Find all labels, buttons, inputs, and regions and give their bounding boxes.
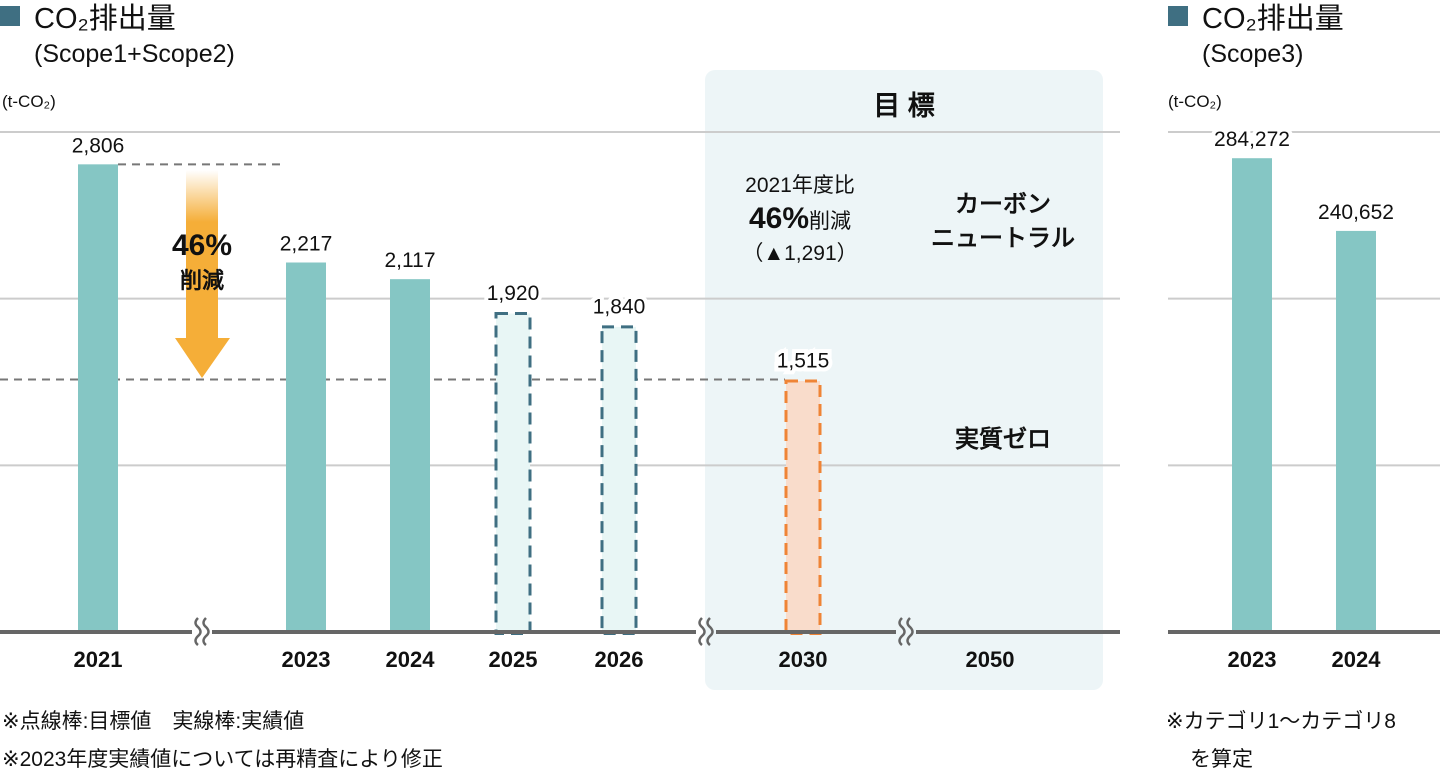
goal-diff: （▲1,291） [742, 242, 857, 265]
legend-square-scope3 [1168, 6, 1188, 26]
axis-break-icon [698, 617, 706, 646]
unit-scope3: (t-CO₂) [1168, 92, 1222, 111]
net-zero-label: 実質ゼロ [955, 425, 1051, 453]
tick-label-2024: 2024 [386, 647, 436, 672]
target-header: 目 標 [873, 91, 935, 121]
axis-break-icon [706, 617, 714, 646]
target-region-box [705, 70, 1103, 690]
tick-label-2025: 2025 [489, 647, 538, 672]
bar-2024 [390, 279, 430, 632]
bar-scope3-2023 [1232, 158, 1272, 633]
bar-2026 [600, 325, 638, 635]
tick-label-2030: 2030 [779, 647, 828, 672]
tick-label-2023: 2023 [282, 647, 331, 672]
value-label-2021: 2,806 [72, 134, 125, 157]
note-scope3-2: を算定 [1190, 748, 1253, 771]
note-1: ※点線棒:目標値 実線棒:実績値 [2, 710, 304, 733]
bar-scope3-2024 [1336, 230, 1376, 632]
axis-break-icon [898, 617, 906, 646]
bar-2023 [286, 262, 326, 632]
note-2: ※2023年度実績値については再精査により修正 [2, 748, 443, 771]
note-scope3-1: ※カテゴリ1～カテゴリ8 [1166, 710, 1396, 733]
subtitle-scope3: (Scope3) [1202, 40, 1303, 68]
unit-scope12: (t-CO₂) [2, 92, 56, 111]
axis-break-icon [906, 617, 914, 646]
axis-break-icon [202, 617, 210, 646]
value-label-scope3-2024: 240,652 [1318, 201, 1394, 224]
tick-label-scope3-2023: 2023 [1228, 647, 1277, 672]
value-label-2026: 1,840 [593, 295, 646, 318]
subtitle-scope12: (Scope1+Scope2) [34, 40, 235, 68]
bar-2030 [784, 379, 822, 635]
tick-label-2050: 2050 [966, 647, 1015, 672]
carbon-neutral-line2: ニュートラル [931, 225, 1075, 252]
arrow-pct: 46% [172, 229, 232, 262]
legend-square-scope12 [0, 6, 20, 26]
carbon-neutral-line1: カーボン [955, 191, 1051, 218]
tick-label-2021: 2021 [74, 647, 123, 672]
arrow-text: 削減 [180, 268, 224, 293]
reduction-arrow [175, 170, 230, 378]
goal-line1: 2021年度比 [745, 174, 855, 197]
title-scope12: CO₂排出量 [34, 2, 176, 35]
value-label-scope3-2023: 284,272 [1214, 128, 1290, 151]
axis-break-icon [194, 617, 202, 646]
title-scope3: CO₂排出量 [1202, 2, 1344, 35]
goal-pct: 46%削減 [749, 202, 851, 235]
bar-2021 [78, 164, 118, 633]
tick-label-scope3-2024: 2024 [1332, 647, 1382, 672]
value-label-2030: 1,515 [777, 350, 830, 373]
value-label-2025: 1,920 [487, 282, 540, 305]
value-label-2023: 2,217 [280, 233, 333, 256]
value-label-2024: 2,117 [385, 249, 436, 272]
bar-2025 [494, 312, 532, 635]
tick-label-2026: 2026 [595, 647, 644, 672]
